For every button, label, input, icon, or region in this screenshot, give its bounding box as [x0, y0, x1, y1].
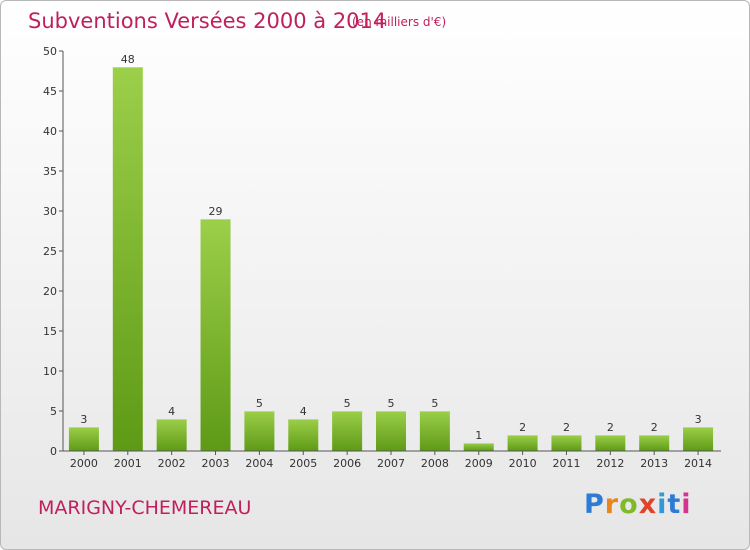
bar — [683, 427, 714, 451]
y-tick-label: 30 — [43, 205, 57, 218]
bar-value-label: 2 — [519, 421, 526, 434]
bar-value-label: 4 — [300, 405, 307, 418]
logo-letter: i — [681, 489, 692, 520]
y-tick-label: 40 — [43, 125, 57, 138]
bar — [68, 427, 99, 451]
bar — [244, 411, 275, 451]
bar-value-label: 3 — [80, 413, 87, 426]
bar — [112, 67, 143, 451]
logo-letter: x — [638, 489, 658, 520]
x-tick-label: 2003 — [202, 457, 230, 470]
y-tick-label: 50 — [43, 45, 57, 58]
x-tick-label: 2005 — [289, 457, 317, 470]
bar — [419, 411, 450, 451]
bar — [332, 411, 363, 451]
bar-value-label: 2 — [563, 421, 570, 434]
bar — [551, 435, 582, 451]
logo-letter: t — [667, 489, 682, 520]
bar-value-label: 5 — [344, 397, 351, 410]
bar — [376, 411, 406, 451]
y-tick-label: 45 — [43, 85, 57, 98]
logo-letter: i — [657, 489, 668, 520]
x-tick-label: 2010 — [509, 457, 537, 470]
x-tick-label: 2009 — [465, 457, 493, 470]
bar-value-label: 48 — [121, 53, 135, 66]
bar-value-label: 5 — [431, 397, 438, 410]
bar — [595, 435, 626, 451]
y-tick-label: 20 — [43, 285, 57, 298]
logo-letter: r — [604, 489, 620, 520]
logo-letter: o — [619, 489, 639, 520]
bar-value-label: 29 — [209, 205, 223, 218]
bar-value-label: 2 — [607, 421, 614, 434]
x-tick-label: 2008 — [421, 457, 449, 470]
x-tick-label: 2002 — [158, 457, 186, 470]
bar — [507, 435, 538, 451]
y-tick-label: 15 — [43, 325, 57, 338]
x-tick-label: 2013 — [640, 457, 668, 470]
y-tick-label: 35 — [43, 165, 57, 178]
bar-value-label: 3 — [695, 413, 702, 426]
x-tick-label: 2000 — [70, 457, 98, 470]
bar — [200, 219, 231, 451]
logo-letter: P — [584, 489, 605, 520]
proxiti-logo: Proxiti — [584, 489, 692, 520]
y-tick-label: 25 — [43, 245, 57, 258]
bar — [288, 419, 319, 451]
bar-value-label: 4 — [168, 405, 175, 418]
bar-value-label: 1 — [475, 429, 482, 442]
chart-title: Subventions Versées 2000 à 2014 — [28, 9, 387, 33]
chart-subtitle: (en milliers d'€) — [352, 15, 447, 29]
commune-name: MARIGNY-CHEMEREAU — [38, 497, 252, 519]
x-tick-label: 2014 — [684, 457, 712, 470]
x-tick-label: 2001 — [114, 457, 142, 470]
bar-value-label: 2 — [651, 421, 658, 434]
x-tick-label: 2004 — [245, 457, 273, 470]
bar — [156, 419, 187, 451]
bar-value-label: 5 — [388, 397, 395, 410]
bar — [463, 443, 494, 451]
x-tick-label: 2006 — [333, 457, 361, 470]
x-axis: 2000 2001 2002 2003 2004 2005 2006 2007 2008 2009… — [63, 450, 721, 470]
x-tick-label: 2007 — [377, 457, 405, 470]
bar — [639, 435, 670, 451]
y-tick-label: 10 — [43, 365, 57, 378]
x-tick-label: 2011 — [552, 457, 580, 470]
y-tick-label: 5 — [50, 405, 57, 418]
x-tick-label: 2012 — [596, 457, 624, 470]
y-tick-label: 0 — [50, 445, 57, 458]
y-axis: 0 5 10 15 20 25 30 35 40 45 50 — [43, 45, 64, 458]
bar-value-label: 5 — [256, 397, 263, 410]
